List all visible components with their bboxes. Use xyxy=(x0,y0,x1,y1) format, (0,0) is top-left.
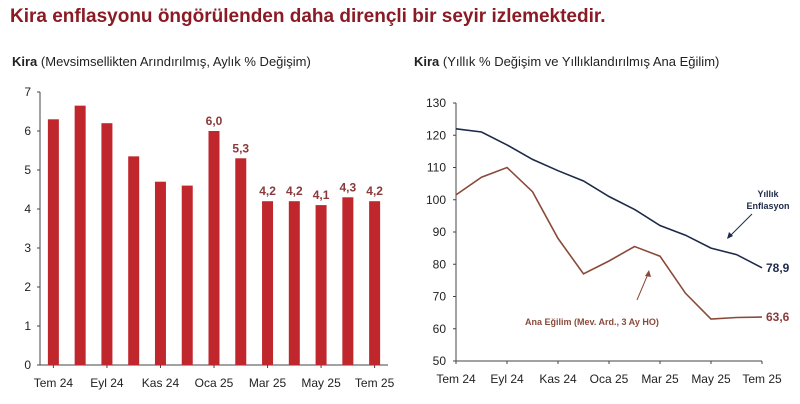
right-annotation-yillik-line1: Yıllık xyxy=(757,189,779,199)
left-x-tick-label: Kas 24 xyxy=(142,376,180,390)
left-x-tick-label: Tem 25 xyxy=(355,376,395,390)
left-x-tick-label: Mar 25 xyxy=(249,376,287,390)
right-annotation-yillik-arrow xyxy=(729,213,753,237)
left-bar-data-label: 5,3 xyxy=(232,141,249,155)
left-chart-subtitle: Kira (Mevsimsellikten Arındırılmış, Aylı… xyxy=(12,54,311,69)
left-bar-data-label: 4,2 xyxy=(259,184,276,198)
left-y-tick-label: 6 xyxy=(24,124,31,138)
left-y-tick-label: 0 xyxy=(24,358,31,372)
right-annotation-yillik-arrowhead xyxy=(727,232,733,239)
left-bar xyxy=(74,105,86,366)
left-y-tick-label: 5 xyxy=(24,163,31,177)
left-bar-chart: 0 1 2 3 4 5 6 7 6,0 5,3 4,2 4,2 4,1 4,3 4,2 Tem 24 Eyl 2… xyxy=(24,85,394,390)
right-end-label-ana-egilim: 63,6 xyxy=(766,310,790,324)
page-title: Kira enflasyonu öngörülenden daha direnç… xyxy=(10,6,606,27)
left-chart-subtitle-rest: (Mevsimsellikten Arındırılmış, Aylık % D… xyxy=(37,54,311,69)
right-y-tick-label: 110 xyxy=(427,161,446,175)
right-x-tick-label: May 25 xyxy=(691,372,731,386)
left-bar-data-label: 4,2 xyxy=(366,184,383,198)
right-x-tick-label: Kas 24 xyxy=(539,372,577,386)
left-y-tick-label: 4 xyxy=(24,202,31,216)
left-y-tick-label: 2 xyxy=(24,280,31,294)
left-bar xyxy=(262,201,274,365)
right-x-tick-label: Mar 25 xyxy=(641,372,679,386)
left-bar xyxy=(47,119,59,365)
left-bar xyxy=(369,201,381,365)
left-x-tick-label: Eyl 24 xyxy=(90,376,124,390)
right-series-yillik-line xyxy=(455,128,763,269)
right-series-ana-egilim-line xyxy=(455,166,763,320)
left-x-tick-label: Tem 24 xyxy=(34,376,74,390)
right-x-tick-label: Tem 25 xyxy=(742,372,782,386)
right-x-tick-label: Oca 25 xyxy=(590,372,629,386)
right-y-tick-label: 70 xyxy=(433,290,447,304)
left-bar xyxy=(235,158,247,365)
left-bar xyxy=(154,181,166,365)
right-y-tick-label: 100 xyxy=(426,193,446,207)
left-x-tick-label: Oca 25 xyxy=(195,376,234,390)
right-line-chart: 50 60 70 80 90 100 110 120 130 Tem 24 Eyl 24 Kas 24… xyxy=(426,96,790,386)
right-annotation-ana-egilim-arrow xyxy=(636,273,649,301)
right-end-label-yillik: 78,9 xyxy=(766,261,790,275)
right-y-tick-label: 60 xyxy=(433,322,447,336)
right-x-tick-label: Tem 24 xyxy=(436,372,476,386)
left-y-tick-label: 3 xyxy=(24,241,31,255)
left-chart-subtitle-bold: Kira xyxy=(12,54,38,69)
right-y-tick-label: 80 xyxy=(433,257,447,271)
left-bar xyxy=(208,131,220,365)
left-bar xyxy=(342,197,354,365)
left-bar xyxy=(101,123,113,365)
right-annotation-ana-egilim-arrowhead xyxy=(645,270,651,277)
left-bar-data-label: 4,2 xyxy=(286,184,303,198)
left-y-tick-label: 7 xyxy=(24,85,31,99)
left-bar-data-label: 4,1 xyxy=(313,188,330,202)
right-annotation-ana-egilim: Ana Eğilim (Mev. Ard., 3 Ay HO) xyxy=(525,317,659,327)
left-bar xyxy=(315,205,327,365)
right-y-tick-label: 50 xyxy=(433,354,447,368)
right-chart-subtitle: Kira (Yıllık % Değişim ve Yıllıklandırıl… xyxy=(414,54,719,69)
left-bar xyxy=(181,185,193,365)
left-bar xyxy=(128,156,140,365)
right-y-tick-label: 120 xyxy=(426,128,446,142)
left-bar-data-label: 4,3 xyxy=(340,180,357,194)
left-bar-data-label: 6,0 xyxy=(206,114,223,128)
right-chart-subtitle-rest: (Yıllık % Değişim ve Yıllıklandırılmış A… xyxy=(439,54,720,69)
right-y-tick-label: 130 xyxy=(426,96,446,110)
right-annotation-yillik-line2: Enflasyon xyxy=(746,201,789,211)
right-chart-subtitle-bold: Kira xyxy=(414,54,440,69)
left-bar xyxy=(288,201,300,365)
left-y-tick-label: 1 xyxy=(24,319,31,333)
left-x-tick-label: May 25 xyxy=(301,376,341,390)
right-y-tick-label: 90 xyxy=(433,225,447,239)
right-x-tick-label: Eyl 24 xyxy=(490,372,524,386)
